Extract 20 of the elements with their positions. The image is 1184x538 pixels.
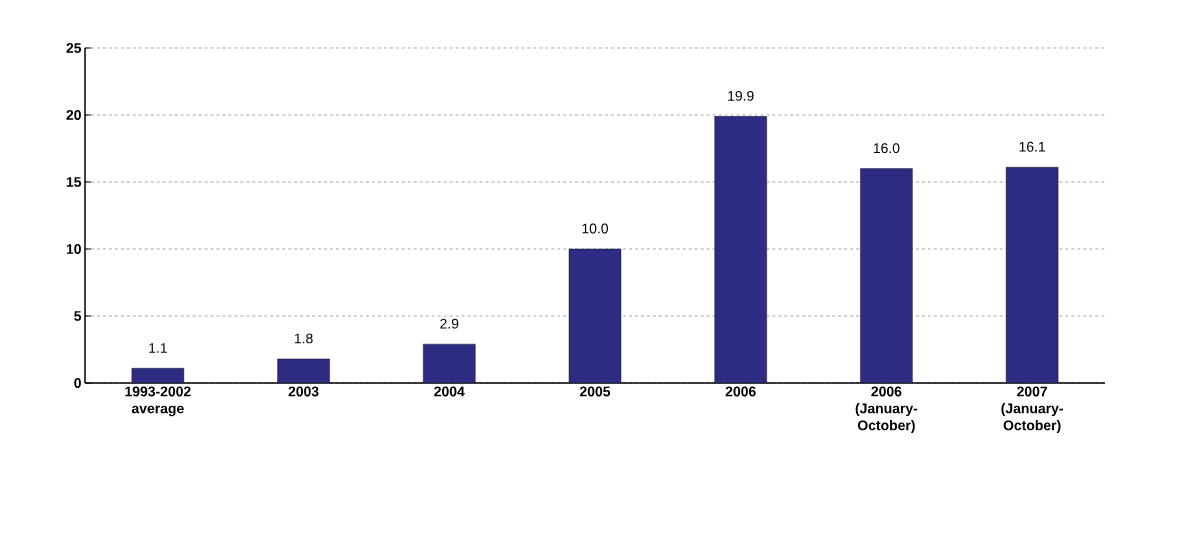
data-label: 2.9 (440, 318, 459, 329)
x-tick-label: 2004 (434, 386, 465, 397)
data-label: 16.1 (1019, 141, 1046, 152)
y-tick-label: 15 (66, 177, 82, 187)
y-tick-label: 5 (74, 311, 82, 321)
x-tick-label: 2006 (January-October) (855, 386, 918, 434)
y-tick-label: 20 (66, 110, 81, 120)
data-label: 19.9 (728, 90, 754, 101)
data-label: 16.0 (873, 143, 900, 154)
y-tick-label: 25 (66, 43, 82, 53)
x-tick-label: 2006 (725, 386, 756, 397)
y-tick-label: 10 (66, 244, 81, 254)
x-tick-label: 2007 (January-October) (1001, 386, 1063, 434)
y-tick-label: 0 (74, 378, 81, 388)
x-tick-label: 2003 (288, 386, 319, 397)
data-label: 10.0 (582, 223, 609, 234)
x-tick-label: 2005 (579, 386, 611, 397)
data-label: 1.8 (294, 333, 313, 344)
x-tick-label: 1993-2002 average (125, 386, 191, 417)
data-label: 1.1 (149, 343, 167, 353)
